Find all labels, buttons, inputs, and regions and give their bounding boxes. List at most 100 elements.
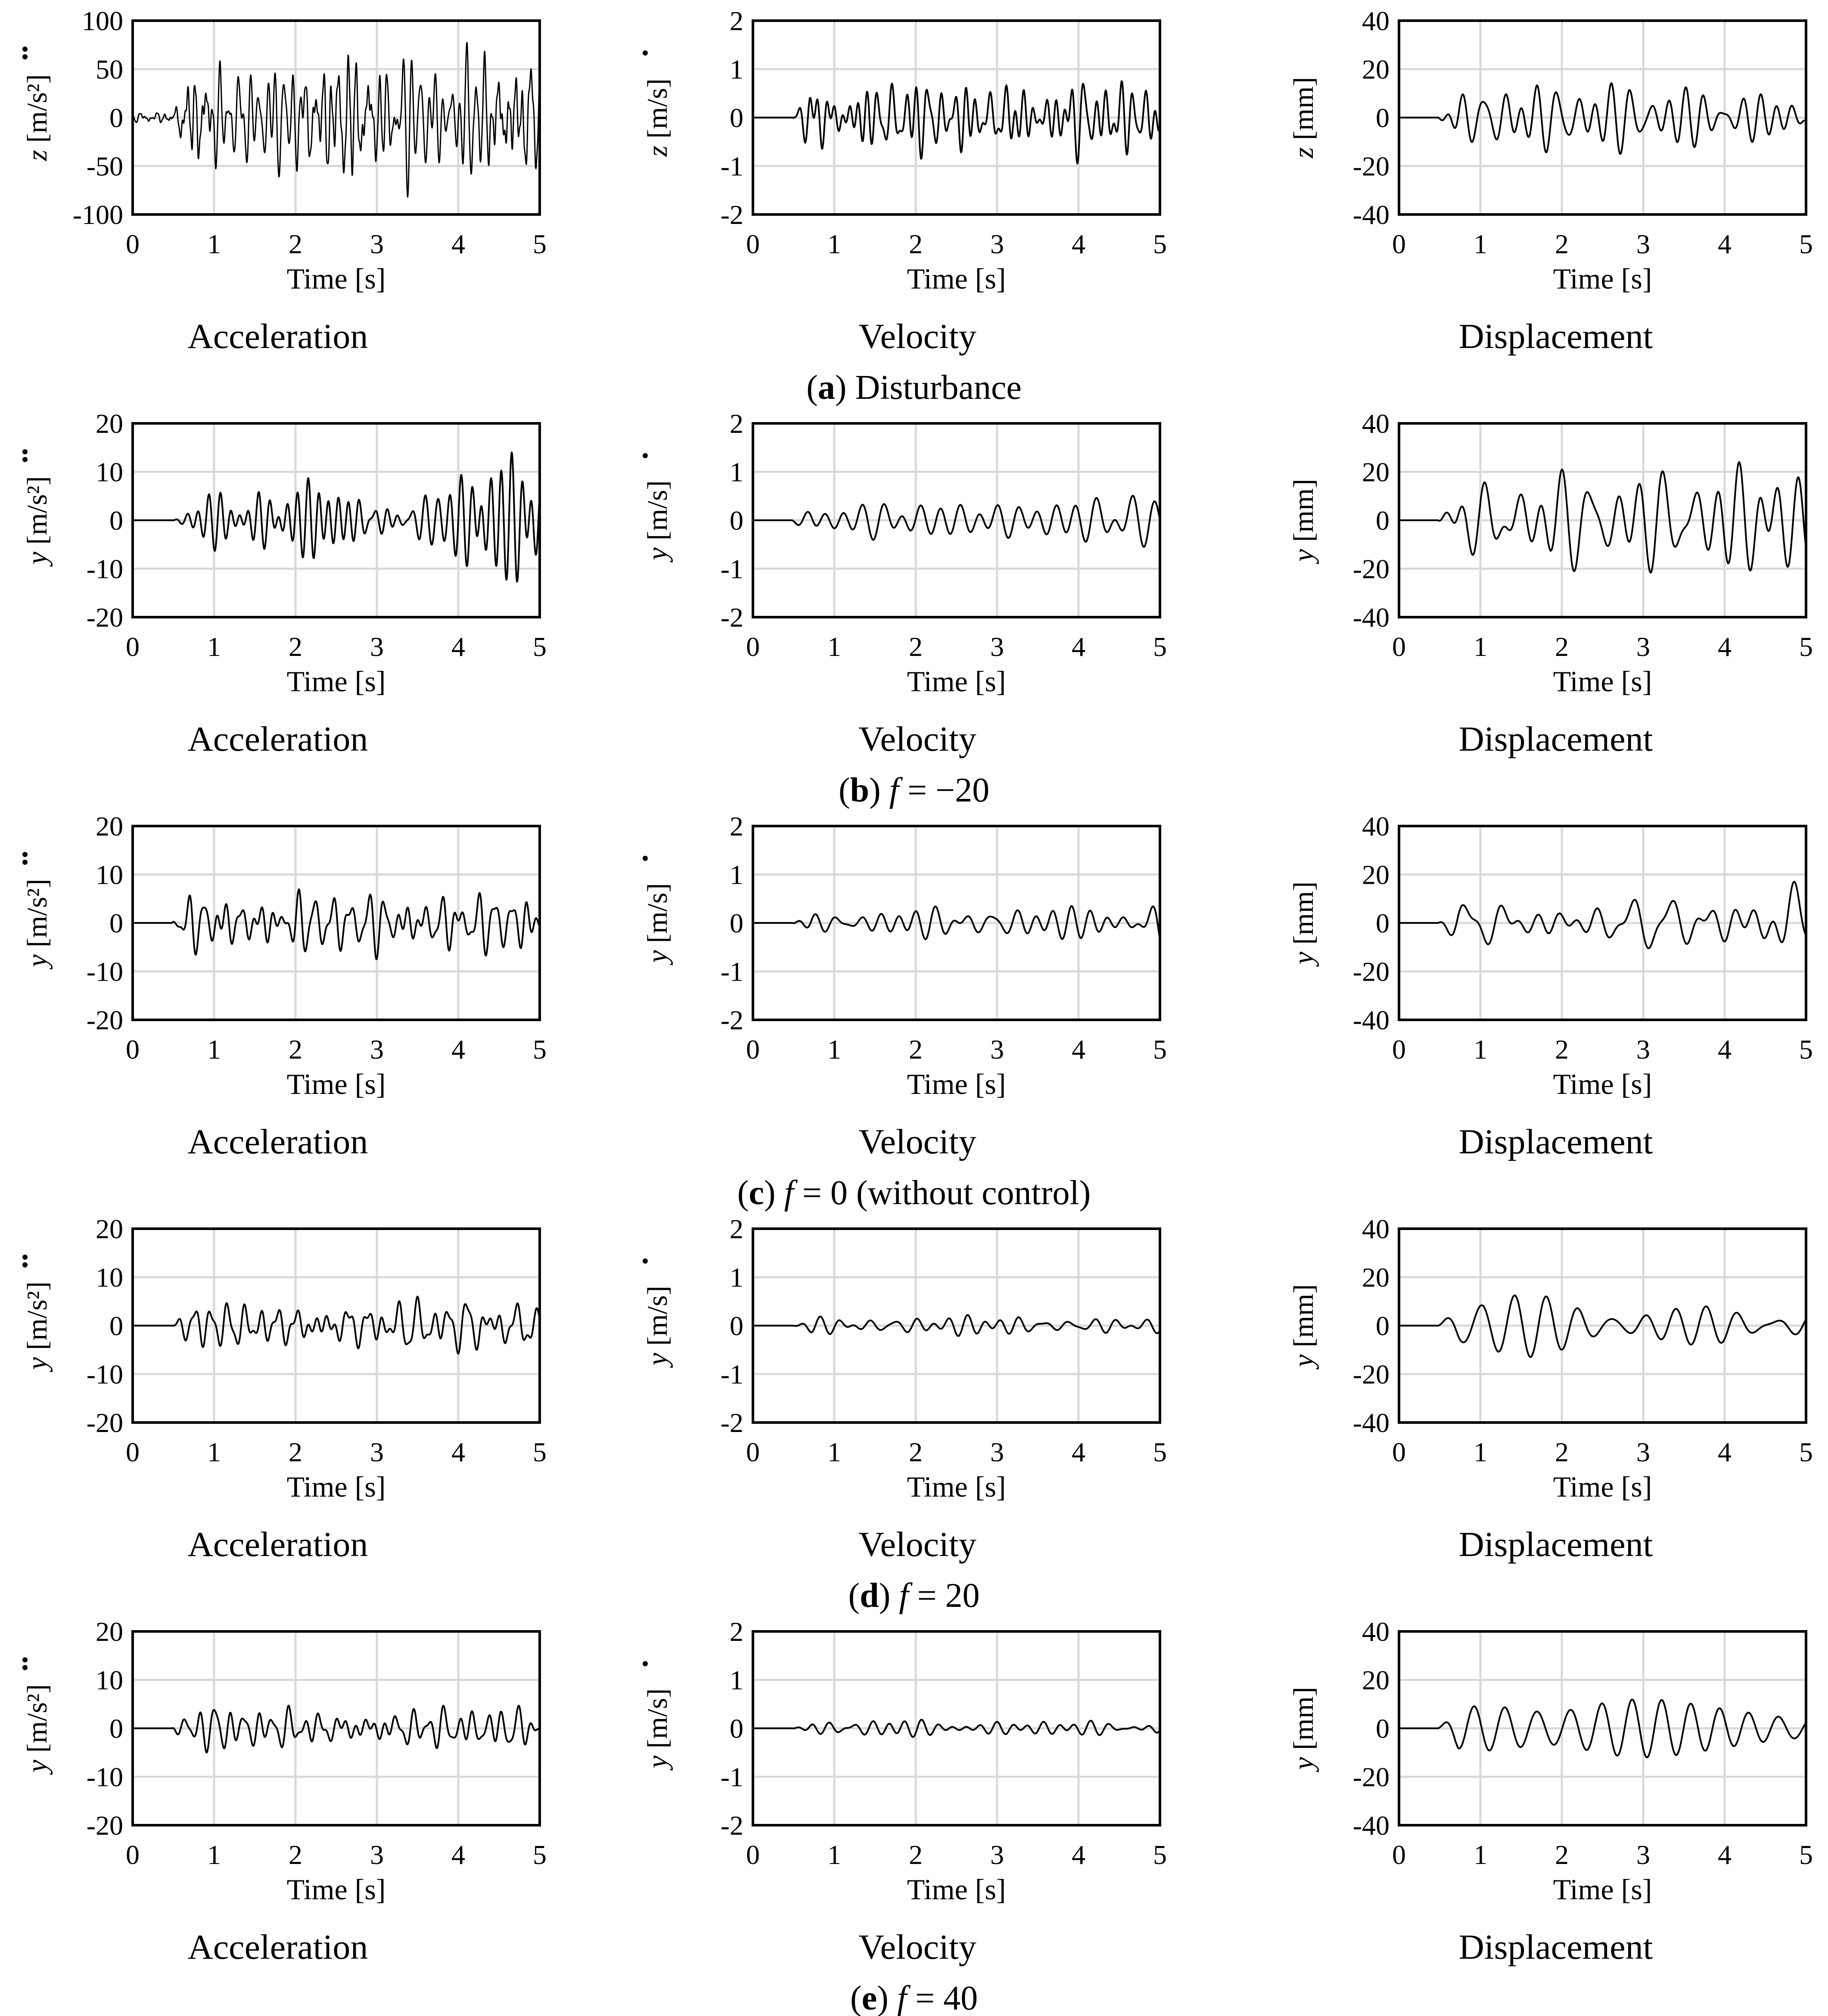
derivative-dot [22,1262,28,1267]
y-axis-label: z [mm] [1288,77,1319,159]
x-tick-label: 4 [1718,1034,1732,1065]
row-caption: (b) f = −20 [839,771,989,809]
chart-a-velocity: -2 -1 0 1 2 0 1 2 3 4 5 Time [s] z [m/s] Velocity [642,6,1167,356]
y-tick-label: 2 [730,811,743,842]
y-tick-label: -20 [1353,1762,1390,1792]
y-tick-label: -100 [73,199,123,230]
panel-title: Displacement [1459,1122,1653,1161]
y-tick-label: -1 [721,957,743,987]
y-tick-label: -1 [721,1762,743,1792]
y-tick-label: 0 [109,908,123,938]
derivative-dot [22,852,28,857]
x-tick-label: 4 [451,1034,465,1065]
x-tick-label: 1 [827,1437,841,1467]
y-tick-label: 1 [730,1665,743,1696]
plot-frame [131,1227,541,1424]
x-axis-label: Time [s] [907,1068,1006,1100]
series-line [1399,461,1807,574]
x-tick-label: 1 [827,1034,841,1065]
y-tick-label: -10 [87,1359,123,1390]
x-tick-label: 5 [1799,1437,1813,1467]
x-tick-label: 1 [827,1839,841,1870]
x-tick-label: 3 [990,631,1004,662]
y-tick-label: -40 [1353,1407,1390,1438]
y-tick-label: 1 [730,457,743,488]
x-tick-label: 1 [207,1839,221,1870]
x-axis-label: Time [s] [287,1873,386,1906]
x-tick-label: 3 [990,1839,1004,1870]
x-tick-label: 2 [1555,631,1569,662]
x-tick-label: 2 [909,631,923,662]
chart-e-displacement: -40 -20 0 20 40 0 1 2 3 4 5 Time [s] y [mm] Displacem… [1288,1616,1813,1966]
y-tick-label: 0 [1376,505,1390,536]
y-tick-label: 2 [730,1214,743,1244]
y-tick-label: -10 [87,1762,123,1792]
panel-title: Acceleration [188,719,368,758]
x-tick-label: 2 [289,1034,302,1065]
x-axis-label: Time [s] [1553,665,1652,698]
y-tick-label: 20 [1362,54,1390,85]
x-tick-label: 0 [126,631,140,662]
derivative-dot [643,856,648,861]
y-axis-label: z [m/s] [642,78,673,157]
y-axis-label: y [m/s²] [22,879,53,970]
y-tick-label: 20 [96,1616,123,1647]
x-tick-label: 1 [207,1034,221,1065]
y-tick-label: -20 [1353,957,1390,987]
derivative-dot [22,1657,28,1662]
y-tick-label: 0 [109,505,123,536]
series-line [752,1718,1161,1738]
y-tick-label: 1 [730,860,743,890]
derivative-dot [22,457,28,462]
x-tick-label: 5 [1153,229,1167,259]
x-tick-label: 5 [533,631,547,662]
chart-e-velocity: -2 -1 0 1 2 0 1 2 3 4 5 Time [s] y [m/s] Velocity [642,1616,1167,1966]
plot-frame [1398,825,1807,1021]
y-axis-label: y [mm] [1288,1284,1319,1370]
x-tick-label: 3 [990,1437,1004,1467]
row-caption: (a) Disturbance [806,369,1022,407]
x-tick-label: 0 [746,631,760,662]
y-tick-label: -40 [1353,1005,1390,1035]
chart-c-displacement: -40 -20 0 20 40 0 1 2 3 4 5 Time [s] y [mm] Displacem… [1288,811,1813,1161]
x-tick-label: 4 [1718,631,1732,662]
x-tick-label: 1 [1474,1034,1487,1065]
x-tick-label: 1 [827,631,841,662]
series-line [752,495,1161,548]
y-tick-label: 0 [730,505,743,536]
x-tick-label: 5 [1799,1839,1813,1870]
chart-d-velocity: -2 -1 0 1 2 0 1 2 3 4 5 Time [s] y [m/s] Velocity [642,1214,1167,1564]
x-axis-label: Time [s] [1553,262,1652,295]
x-axis-label: Time [s] [287,665,386,698]
y-tick-label: 10 [96,1262,123,1293]
derivative-dot [22,449,28,454]
y-tick-label: 0 [730,908,743,938]
y-tick-label: 40 [1362,6,1390,36]
x-tick-label: 2 [289,631,302,662]
x-tick-label: 4 [1718,1839,1732,1870]
y-tick-label: -50 [87,151,123,182]
x-tick-label: 3 [990,229,1004,259]
row-caption: (d) f = 20 [848,1577,979,1615]
panel-title: Displacement [1459,1927,1653,1966]
x-tick-label: 3 [1636,1034,1650,1065]
y-tick-label: 40 [1362,1214,1390,1244]
x-tick-label: 3 [370,1839,384,1870]
x-tick-label: 0 [1392,1034,1406,1065]
x-tick-label: 3 [1636,631,1650,662]
x-axis-label: Time [s] [1553,1470,1652,1503]
y-tick-label: 10 [96,860,123,890]
y-tick-label: 0 [1376,1311,1390,1341]
y-tick-label: 20 [1362,457,1390,488]
series-line [132,451,541,583]
x-tick-label: 0 [126,229,140,259]
plot-frame [752,825,1161,1021]
x-tick-label: 4 [451,1839,465,1870]
x-tick-label: 0 [1392,1437,1406,1467]
panel-title: Acceleration [188,317,368,356]
y-tick-label: -20 [87,1005,123,1035]
y-tick-label: 0 [1376,1713,1390,1744]
x-axis-label: Time [s] [907,262,1006,295]
